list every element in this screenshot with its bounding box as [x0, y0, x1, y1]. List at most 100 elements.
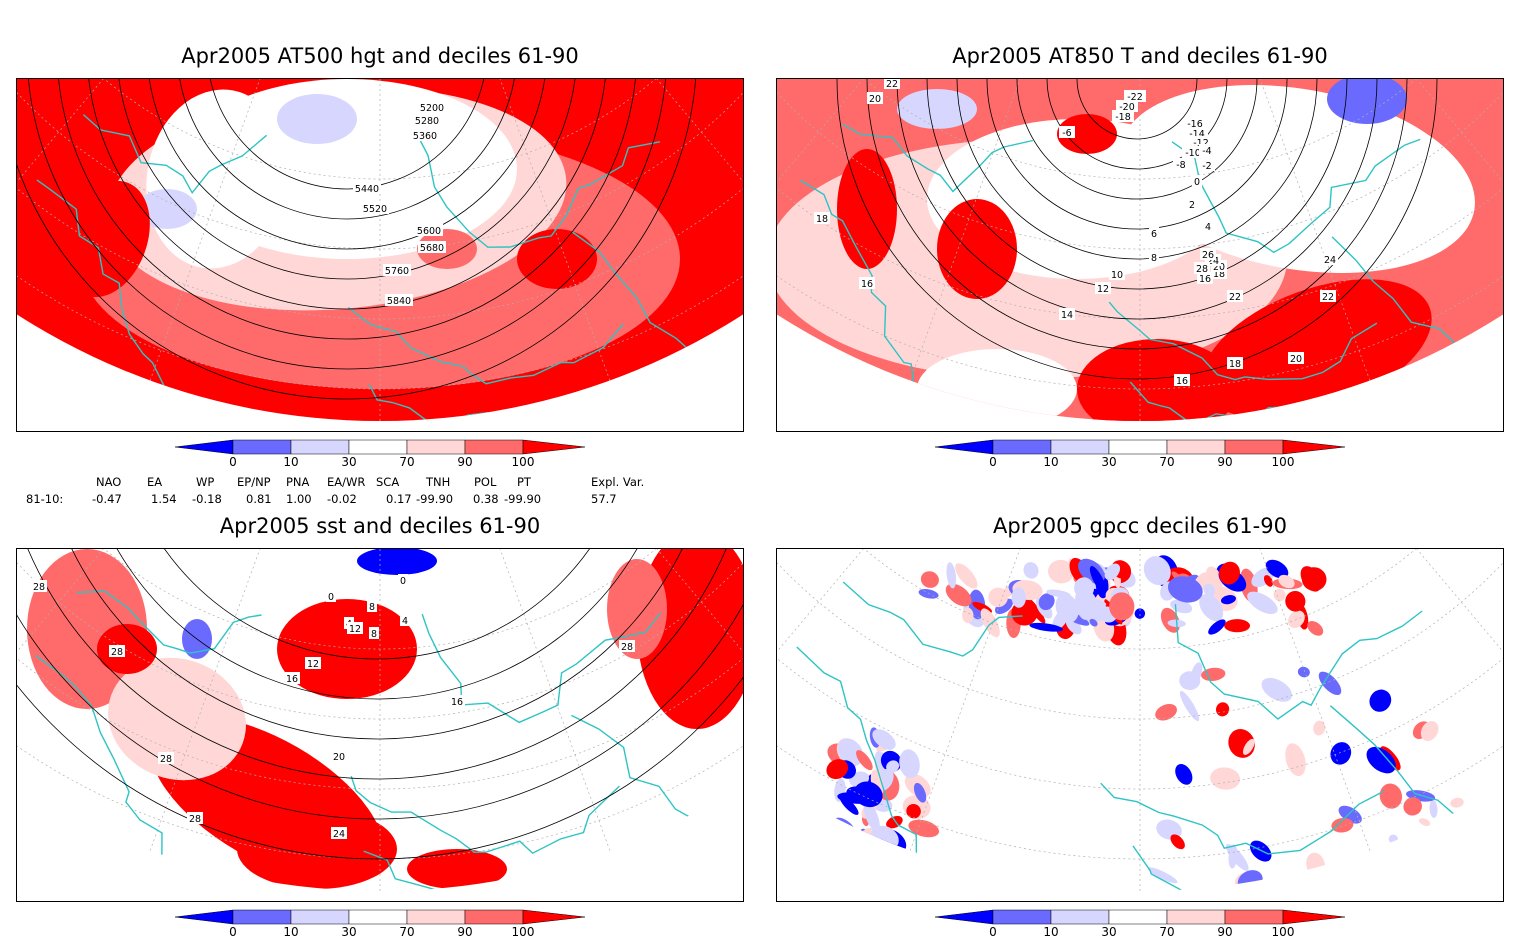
panel-title-at850: Apr2005 AT850 T and deciles 61-90: [952, 44, 1328, 68]
idx-header-pna: PNA: [286, 475, 310, 489]
decile-area: [857, 839, 875, 860]
contour-label: 28: [621, 642, 633, 653]
contour-label: 16: [1176, 376, 1188, 387]
colorbar-tick-label: 10: [283, 455, 299, 469]
contour-label: 24: [333, 829, 345, 840]
decile-area: [1261, 677, 1293, 702]
contour-label: 10: [1111, 270, 1123, 281]
colorbar-segment: [175, 909, 234, 925]
decile-area: [1408, 869, 1431, 882]
contour-label: 16: [286, 674, 298, 685]
decile-area: [937, 199, 1017, 299]
colorbar-tick-label: 30: [1101, 925, 1117, 939]
colorbar-tick-label: 10: [283, 925, 299, 939]
colorbar-segment: [175, 439, 234, 455]
decile-area: [1421, 855, 1442, 876]
decile-area: [1191, 662, 1203, 684]
decile-area: [1170, 834, 1185, 850]
colorbar-tick-label: 30: [1101, 455, 1117, 469]
decile-area: [955, 563, 978, 589]
idx-header-tnh: TNH: [426, 475, 451, 489]
colorbar-segment: [406, 909, 466, 925]
decile-area: [1360, 861, 1388, 882]
colorbar-tick-label: 100: [511, 925, 535, 939]
decile-area: [883, 859, 899, 873]
temperature-contours: [836, 79, 1438, 380]
decile-area: [878, 845, 894, 862]
contour-label: -2: [1202, 161, 1211, 172]
idx-value-explvar: 57.7: [591, 492, 617, 506]
colorbar-segment: [1224, 439, 1284, 455]
idx-header-pol: POL: [474, 475, 497, 489]
idx-header-pt: PT: [517, 475, 531, 489]
contour-label: 6: [1151, 229, 1157, 240]
decile-area: [1210, 767, 1241, 790]
decile-area: [1179, 690, 1200, 722]
colorbar-tick-label: 70: [399, 925, 415, 939]
decile-area: [1214, 892, 1245, 901]
colorbar-tick-label: 10: [1043, 455, 1059, 469]
decile-area: [1263, 575, 1273, 587]
graticule: [777, 549, 1503, 891]
decile-area: [277, 94, 357, 144]
colorbar-tick-label: 90: [457, 455, 473, 469]
decile-area: [1307, 621, 1324, 636]
idx-value-tnh: -99.90: [416, 492, 454, 506]
colorbar-segment: [1050, 909, 1110, 925]
decile-area: [1057, 114, 1117, 154]
decile-area: [1055, 593, 1079, 623]
decile-area: [1208, 619, 1226, 635]
colorbar-segment: [1166, 439, 1226, 455]
map-sst: 2828282824201612840048121628: [16, 548, 744, 902]
panel-title-at500: Apr2005 AT500 hgt and deciles 61-90: [181, 44, 579, 68]
contour-label: 5760: [385, 266, 409, 277]
contour-label: 16: [1199, 274, 1211, 285]
panel-title-gpcc: Apr2005 gpcc deciles 61-90: [993, 514, 1287, 538]
decile-area: [1228, 844, 1238, 869]
contour-label: -6: [1062, 128, 1071, 139]
colorbar-segment: [935, 439, 994, 455]
colorbar-tick-label: 90: [457, 925, 473, 939]
decile-area: [1220, 595, 1236, 605]
colorbar-segment: [1282, 439, 1345, 455]
decile-area: [881, 845, 905, 875]
decile-area: [417, 229, 477, 269]
decile-area: [1134, 608, 1146, 619]
contour-label: -20: [1119, 102, 1135, 113]
idx-header-epnp: EP/NP: [237, 475, 271, 489]
decile-area: [857, 843, 887, 858]
decile-area: [988, 587, 1008, 608]
contour-label: -10: [1185, 148, 1201, 159]
decile-area: [407, 849, 507, 889]
map-at500: 5200 5280 5360 5440 5520 5600 5680 5760 5840: [16, 78, 744, 432]
colorbar-tick-label: 100: [511, 455, 535, 469]
contour-label: 5360: [413, 131, 437, 142]
decile-area: [1077, 339, 1237, 421]
colorbar-gpcc: 0 10 30 70 90 100: [935, 909, 1345, 941]
contour-label: 28: [160, 754, 172, 765]
colorbar-segment: [1050, 439, 1110, 455]
decile-area: [1318, 671, 1342, 696]
idx-value-pt: -99.90: [504, 492, 542, 506]
decile-area: [1089, 618, 1098, 627]
decile-area: [1147, 867, 1178, 884]
graticule: [17, 79, 743, 421]
decile-area: [886, 760, 900, 773]
contour-label: 28: [111, 647, 123, 658]
decile-area: [1300, 566, 1322, 592]
map-sst-plot: 2828282824201612840048121628: [17, 549, 743, 891]
decile-area: [1313, 720, 1326, 736]
decile-area: [1241, 890, 1268, 901]
decile-area: [843, 837, 861, 855]
idx-value-epnp: 0.81: [246, 492, 272, 506]
decile-area: [1265, 559, 1289, 579]
decile-area: [980, 608, 1000, 638]
colorbar-tick-label: 90: [1217, 455, 1233, 469]
contour-label: 0: [328, 592, 334, 603]
decile-area: [1224, 619, 1251, 633]
contour-label: 5280: [415, 116, 439, 127]
decile-area: [137, 189, 197, 229]
contour-label: 5520: [363, 204, 387, 215]
decile-area: [1360, 853, 1376, 871]
map-at500-plot: 5200 5280 5360 5440 5520 5600 5680 5760 5840: [17, 79, 743, 421]
